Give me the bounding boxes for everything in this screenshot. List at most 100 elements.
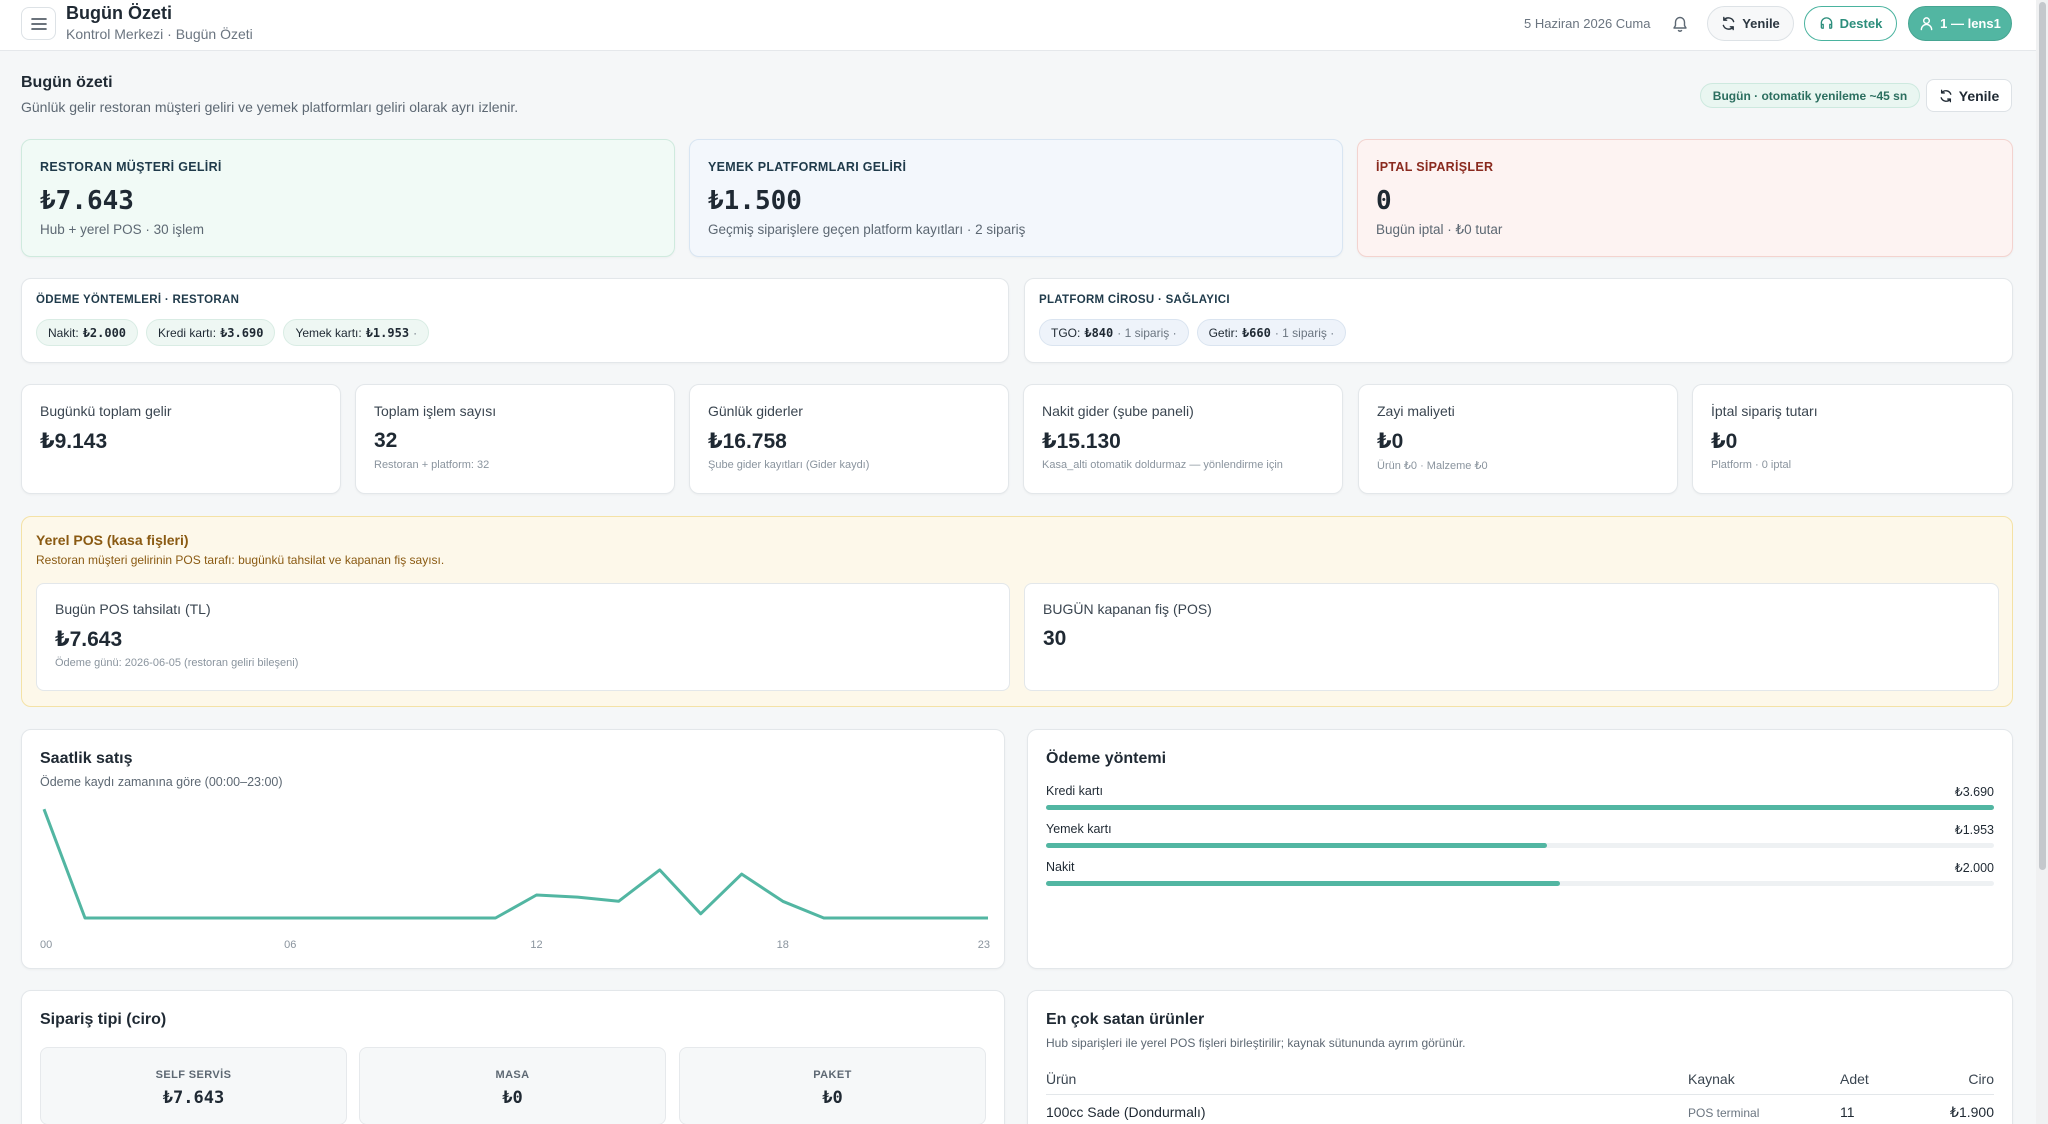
header-date: 5 Haziran 2026 Cuma bbox=[1524, 16, 1651, 31]
payment-methods-summary: ÖDEME YÖNTEMLERİ · RESTORAN Nakit: ₺2.000… bbox=[21, 278, 1009, 363]
payment-row-label: Yemek kartı bbox=[1046, 822, 1112, 836]
stat-waste-cost: Zayi maliyeti ₺0 Ürün ₺0 · Malzeme ₺0 bbox=[1358, 384, 1678, 494]
stat-sub: Şube gider kayıtları (Gider kaydı) bbox=[708, 459, 870, 471]
top-products-subtitle: Hub siparişleri ile yerel POS fişleri bi… bbox=[1046, 1036, 1466, 1050]
top-products-title: En çok satan ürünler bbox=[1046, 1011, 1205, 1028]
pos-receipts-value: 30 bbox=[1043, 627, 1067, 650]
order-type-label: MASA bbox=[495, 1069, 530, 1081]
chip-value: ₺1.953 bbox=[365, 325, 410, 340]
local-pos-section: Yerel POS (kasa fişleri) Restoran müşter… bbox=[21, 516, 2013, 707]
scrollbar-thumb[interactable] bbox=[2039, 2, 2046, 870]
order-type-value: ₺7.643 bbox=[162, 1088, 225, 1108]
refresh-icon bbox=[1940, 89, 1952, 102]
stat-value: 32 bbox=[374, 429, 398, 452]
hamburger-icon bbox=[30, 17, 47, 30]
pos-title: Yerel POS (kasa fişleri) bbox=[36, 532, 189, 548]
section-subtitle: Günlük gelir restoran müşteri geliri ve … bbox=[21, 99, 519, 115]
payment-method-panel: Ödeme yöntemi Kredi kartı ₺3.690 Yemek k… bbox=[1027, 729, 2013, 969]
pos-receipts-card: BUGÜN kapanan fiş (POS) 30 bbox=[1024, 583, 1999, 691]
menu-button[interactable] bbox=[21, 7, 56, 40]
order-type-package: PAKET ₺0 bbox=[679, 1047, 986, 1124]
order-type-title: Sipariş tipi (ciro) bbox=[40, 1011, 167, 1028]
pos-receipts-label: BUGÜN kapanan fiş (POS) bbox=[1043, 601, 1212, 617]
auto-refresh-badge: Bugün · otomatik yenileme ~45 sn bbox=[1700, 83, 1920, 108]
stat-label: Bugünkü toplam gelir bbox=[40, 403, 172, 419]
payment-row-label: Kredi kartı bbox=[1046, 784, 1103, 798]
chip-extra: · 1 sipariş · bbox=[1117, 325, 1177, 340]
kpi-label: İPTAL SİPARİŞLER bbox=[1376, 160, 1494, 174]
header-refresh-label: Yenile bbox=[1742, 16, 1780, 31]
payment-chip-credit: Kredi kartı: ₺3.690 bbox=[146, 319, 276, 346]
column-header-revenue[interactable]: Ciro bbox=[1968, 1071, 1994, 1087]
column-header-source[interactable]: Kaynak bbox=[1688, 1071, 1735, 1087]
hourly-title: Saatlik satış bbox=[40, 750, 133, 767]
chip-label: Getir: bbox=[1208, 325, 1238, 340]
payment-bar-track bbox=[1046, 805, 1994, 810]
stat-sub: Restoran + platform: 32 bbox=[374, 459, 490, 471]
hourly-sales-line bbox=[42, 808, 988, 920]
stat-cancelled-amount: İptal sipariş tutarı ₺0 Platform · 0 ipt… bbox=[1692, 384, 2013, 494]
stat-value: ₺16.758 bbox=[708, 430, 787, 453]
table-divider bbox=[1046, 1094, 1994, 1095]
stat-label: Nakit gider (şube paneli) bbox=[1042, 403, 1194, 419]
support-button[interactable]: Destek bbox=[1804, 6, 1897, 41]
payment-chip-cash: Nakit: ₺2.000 bbox=[36, 319, 139, 346]
user-menu-button[interactable]: 1 — lens1 bbox=[1908, 6, 2012, 41]
order-type-table: MASA ₺0 bbox=[359, 1047, 666, 1124]
platform-revenue-title: PLATFORM CİROSU · SAĞLAYICI bbox=[1039, 294, 1230, 306]
stat-value: ₺15.130 bbox=[1042, 430, 1121, 453]
kpi-cancelled-orders: İPTAL SİPARİŞLER 0 Bugün iptal · ₺0 tuta… bbox=[1357, 139, 2013, 257]
platform-chip-tgo: TGO: ₺840 · 1 sipariş · bbox=[1039, 319, 1189, 346]
user-icon bbox=[1920, 17, 1933, 31]
payment-bar-fill bbox=[1046, 805, 1994, 810]
stat-sub: Kasa_alti otomatik doldurmaz — yönlendir… bbox=[1042, 459, 1283, 471]
section-refresh-label: Yenile bbox=[1958, 87, 2000, 104]
stat-label: İptal sipariş tutarı bbox=[1711, 403, 1818, 419]
table-cell-qty: 11 bbox=[1840, 1104, 1855, 1120]
order-type-value: ₺0 bbox=[502, 1088, 523, 1108]
hourly-subtitle: Ödeme kaydı zamanına göre (00:00–23:00) bbox=[40, 775, 283, 789]
chip-extra: · 1 sipariş · bbox=[1274, 325, 1335, 340]
payment-row-value: ₺3.690 bbox=[1954, 785, 1994, 799]
order-type-label: PAKET bbox=[813, 1069, 852, 1081]
chip-label: Yemek kartı: bbox=[295, 325, 362, 340]
platform-chip-getir: Getir: ₺660 · 1 sipariş · bbox=[1196, 319, 1347, 346]
chip-label: TGO: bbox=[1051, 325, 1081, 340]
stat-sub: Platform · 0 iptal bbox=[1711, 459, 1792, 471]
support-label: Destek bbox=[1839, 16, 1883, 31]
order-type-value: ₺0 bbox=[822, 1088, 843, 1108]
breadcrumb: Kontrol Merkezi · Bugün Özeti bbox=[66, 26, 253, 42]
chip-label: Kredi kartı: bbox=[158, 325, 217, 340]
kpi-sub: Bugün iptal · ₺0 tutar bbox=[1376, 222, 1503, 237]
payment-chip-meal-card: Yemek kartı: ₺1.953 · bbox=[283, 319, 430, 346]
payment-row-value: ₺2.000 bbox=[1954, 861, 1994, 875]
kpi-value: ₺7.643 bbox=[40, 186, 134, 216]
kpi-sub: Hub + yerel POS · 30 işlem bbox=[40, 222, 204, 237]
section-refresh-button[interactable]: Yenile bbox=[1926, 79, 2012, 112]
x-tick-label: 18 bbox=[777, 939, 789, 951]
kpi-sub: Geçmiş siparişlere geçen platform kayıtl… bbox=[708, 222, 1026, 237]
user-label: 1 — lens1 bbox=[1940, 16, 2001, 31]
table-cell-product: 100cc Sade (Dondurmalı) bbox=[1046, 1104, 1206, 1120]
stat-value: ₺9.143 bbox=[40, 430, 108, 453]
header-refresh-button[interactable]: Yenile bbox=[1707, 6, 1794, 41]
column-header-product[interactable]: Ürün bbox=[1046, 1071, 1077, 1087]
table-cell-revenue: ₺1.900 bbox=[1950, 1104, 1994, 1120]
stat-label: Zayi maliyeti bbox=[1377, 403, 1455, 419]
platform-revenue-summary: PLATFORM CİROSU · SAĞLAYICI TGO: ₺840 · 1 … bbox=[1024, 278, 2013, 363]
chip-extra: · bbox=[413, 325, 418, 340]
column-header-qty[interactable]: Adet bbox=[1840, 1071, 1869, 1087]
stat-cash-expense: Nakit gider (şube paneli) ₺15.130 Kasa_a… bbox=[1023, 384, 1343, 494]
kpi-label: YEMEK PLATFORMLARI GELİRİ bbox=[708, 160, 907, 174]
x-tick-label: 00 bbox=[40, 939, 52, 951]
stat-value: ₺0 bbox=[1711, 430, 1738, 453]
pos-collection-sub: Ödeme günü: 2026-06-05 (restoran geliri … bbox=[55, 657, 299, 669]
top-products-panel: En çok satan ürünler Hub siparişleri ile… bbox=[1027, 990, 2013, 1124]
chip-value: ₺660 bbox=[1241, 325, 1271, 340]
payment-bar-track bbox=[1046, 843, 1994, 848]
notifications-button[interactable] bbox=[1668, 12, 1692, 36]
stat-label: Günlük giderler bbox=[708, 403, 803, 419]
stat-transaction-count: Toplam işlem sayısı 32 Restoran + platfo… bbox=[355, 384, 675, 494]
hourly-sales-panel: Saatlik satış Ödeme kaydı zamanına göre … bbox=[21, 729, 1005, 969]
order-type-panel: Sipariş tipi (ciro) SELF SERVİS ₺7.643 M… bbox=[21, 990, 1005, 1124]
